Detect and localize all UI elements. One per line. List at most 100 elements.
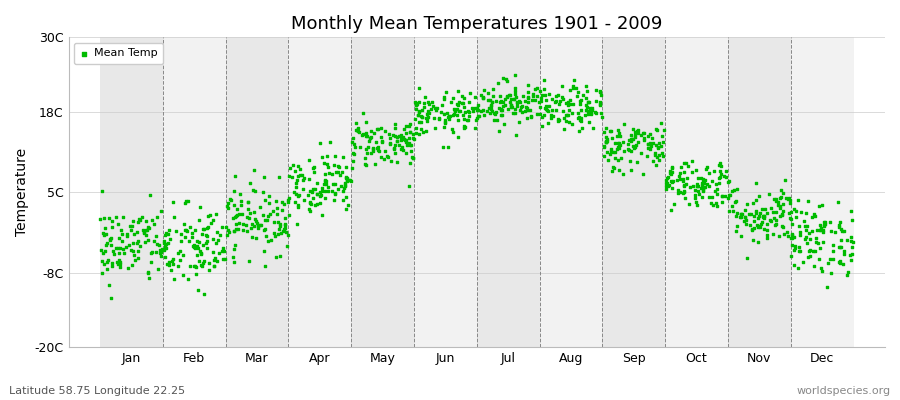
Mean Temp: [563, 101, 578, 108]
Mean Temp: [442, 112, 456, 119]
Mean Temp: [174, 238, 188, 244]
Mean Temp: [181, 198, 195, 204]
Mean Temp: [415, 114, 429, 120]
Mean Temp: [815, 268, 830, 274]
Mean Temp: [186, 244, 201, 251]
Mean Temp: [315, 184, 329, 191]
Bar: [100, 37, 163, 347]
Mean Temp: [508, 91, 522, 98]
Mean Temp: [260, 238, 274, 244]
Mean Temp: [752, 210, 767, 216]
Mean Temp: [125, 222, 140, 229]
Mean Temp: [636, 130, 651, 136]
Mean Temp: [730, 210, 744, 216]
Mean Temp: [715, 193, 729, 200]
Mean Temp: [534, 95, 548, 101]
Mean Temp: [111, 260, 125, 267]
Mean Temp: [188, 271, 202, 278]
Mean Temp: [325, 188, 339, 194]
Mean Temp: [411, 131, 426, 137]
Mean Temp: [520, 107, 535, 114]
Mean Temp: [613, 133, 627, 140]
Mean Temp: [416, 129, 430, 135]
Mean Temp: [270, 205, 284, 212]
Mean Temp: [281, 232, 295, 238]
Mean Temp: [147, 238, 161, 245]
Mean Temp: [422, 109, 436, 116]
Mean Temp: [797, 236, 812, 242]
Mean Temp: [183, 224, 197, 230]
Mean Temp: [462, 113, 476, 120]
Mean Temp: [796, 217, 811, 224]
Mean Temp: [617, 148, 632, 154]
Mean Temp: [708, 199, 723, 206]
Mean Temp: [281, 197, 295, 203]
Mean Temp: [194, 231, 209, 238]
Mean Temp: [450, 106, 464, 112]
Mean Temp: [346, 151, 361, 158]
Mean Temp: [569, 84, 583, 91]
Mean Temp: [339, 174, 354, 181]
Mean Temp: [506, 110, 520, 117]
Mean Temp: [364, 128, 378, 134]
Mean Temp: [484, 102, 499, 108]
Mean Temp: [826, 248, 841, 254]
Mean Temp: [405, 154, 419, 160]
Mean Temp: [351, 128, 365, 134]
Mean Temp: [230, 212, 244, 218]
Mean Temp: [403, 128, 418, 135]
Mean Temp: [676, 178, 690, 184]
Mean Temp: [769, 198, 783, 204]
Mean Temp: [331, 169, 346, 175]
Mean Temp: [708, 187, 723, 194]
Mean Temp: [717, 193, 732, 200]
Mean Temp: [735, 210, 750, 217]
Mean Temp: [453, 108, 467, 114]
Mean Temp: [147, 221, 161, 227]
Mean Temp: [241, 199, 256, 205]
Mean Temp: [302, 188, 317, 194]
Mean Temp: [734, 210, 748, 217]
Mean Temp: [832, 219, 847, 225]
Bar: [163, 37, 226, 347]
Mean Temp: [527, 86, 542, 92]
Mean Temp: [542, 91, 556, 98]
Mean Temp: [306, 164, 320, 170]
Mean Temp: [141, 224, 156, 231]
Mean Temp: [532, 99, 546, 106]
Mean Temp: [370, 126, 384, 132]
Mean Temp: [436, 111, 451, 117]
Mean Temp: [409, 101, 423, 108]
Mean Temp: [245, 220, 259, 227]
Mean Temp: [328, 190, 342, 196]
Mean Temp: [690, 174, 705, 181]
Mean Temp: [538, 97, 553, 103]
Mean Temp: [197, 291, 211, 297]
Mean Temp: [229, 220, 243, 227]
Mean Temp: [611, 157, 625, 163]
Mean Temp: [705, 178, 719, 184]
Mean Temp: [749, 208, 763, 214]
Mean Temp: [331, 163, 346, 169]
Mean Temp: [303, 199, 318, 206]
Mean Temp: [713, 168, 727, 174]
Mean Temp: [358, 133, 373, 140]
Mean Temp: [589, 87, 603, 93]
Mean Temp: [388, 120, 402, 127]
Mean Temp: [751, 224, 765, 230]
Mean Temp: [291, 202, 305, 208]
Mean Temp: [582, 105, 597, 112]
Mean Temp: [284, 165, 298, 172]
Mean Temp: [844, 257, 859, 263]
Mean Temp: [566, 85, 580, 91]
Mean Temp: [399, 130, 413, 136]
Mean Temp: [359, 162, 374, 168]
Mean Temp: [258, 233, 273, 239]
Mean Temp: [348, 119, 363, 126]
Mean Temp: [308, 185, 322, 192]
Mean Temp: [223, 196, 238, 202]
Mean Temp: [563, 86, 578, 93]
Mean Temp: [451, 134, 465, 140]
Mean Temp: [722, 208, 736, 214]
Mean Temp: [220, 227, 235, 233]
